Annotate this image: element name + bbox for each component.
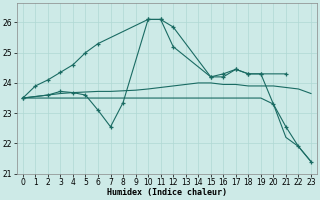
X-axis label: Humidex (Indice chaleur): Humidex (Indice chaleur) — [107, 188, 227, 197]
